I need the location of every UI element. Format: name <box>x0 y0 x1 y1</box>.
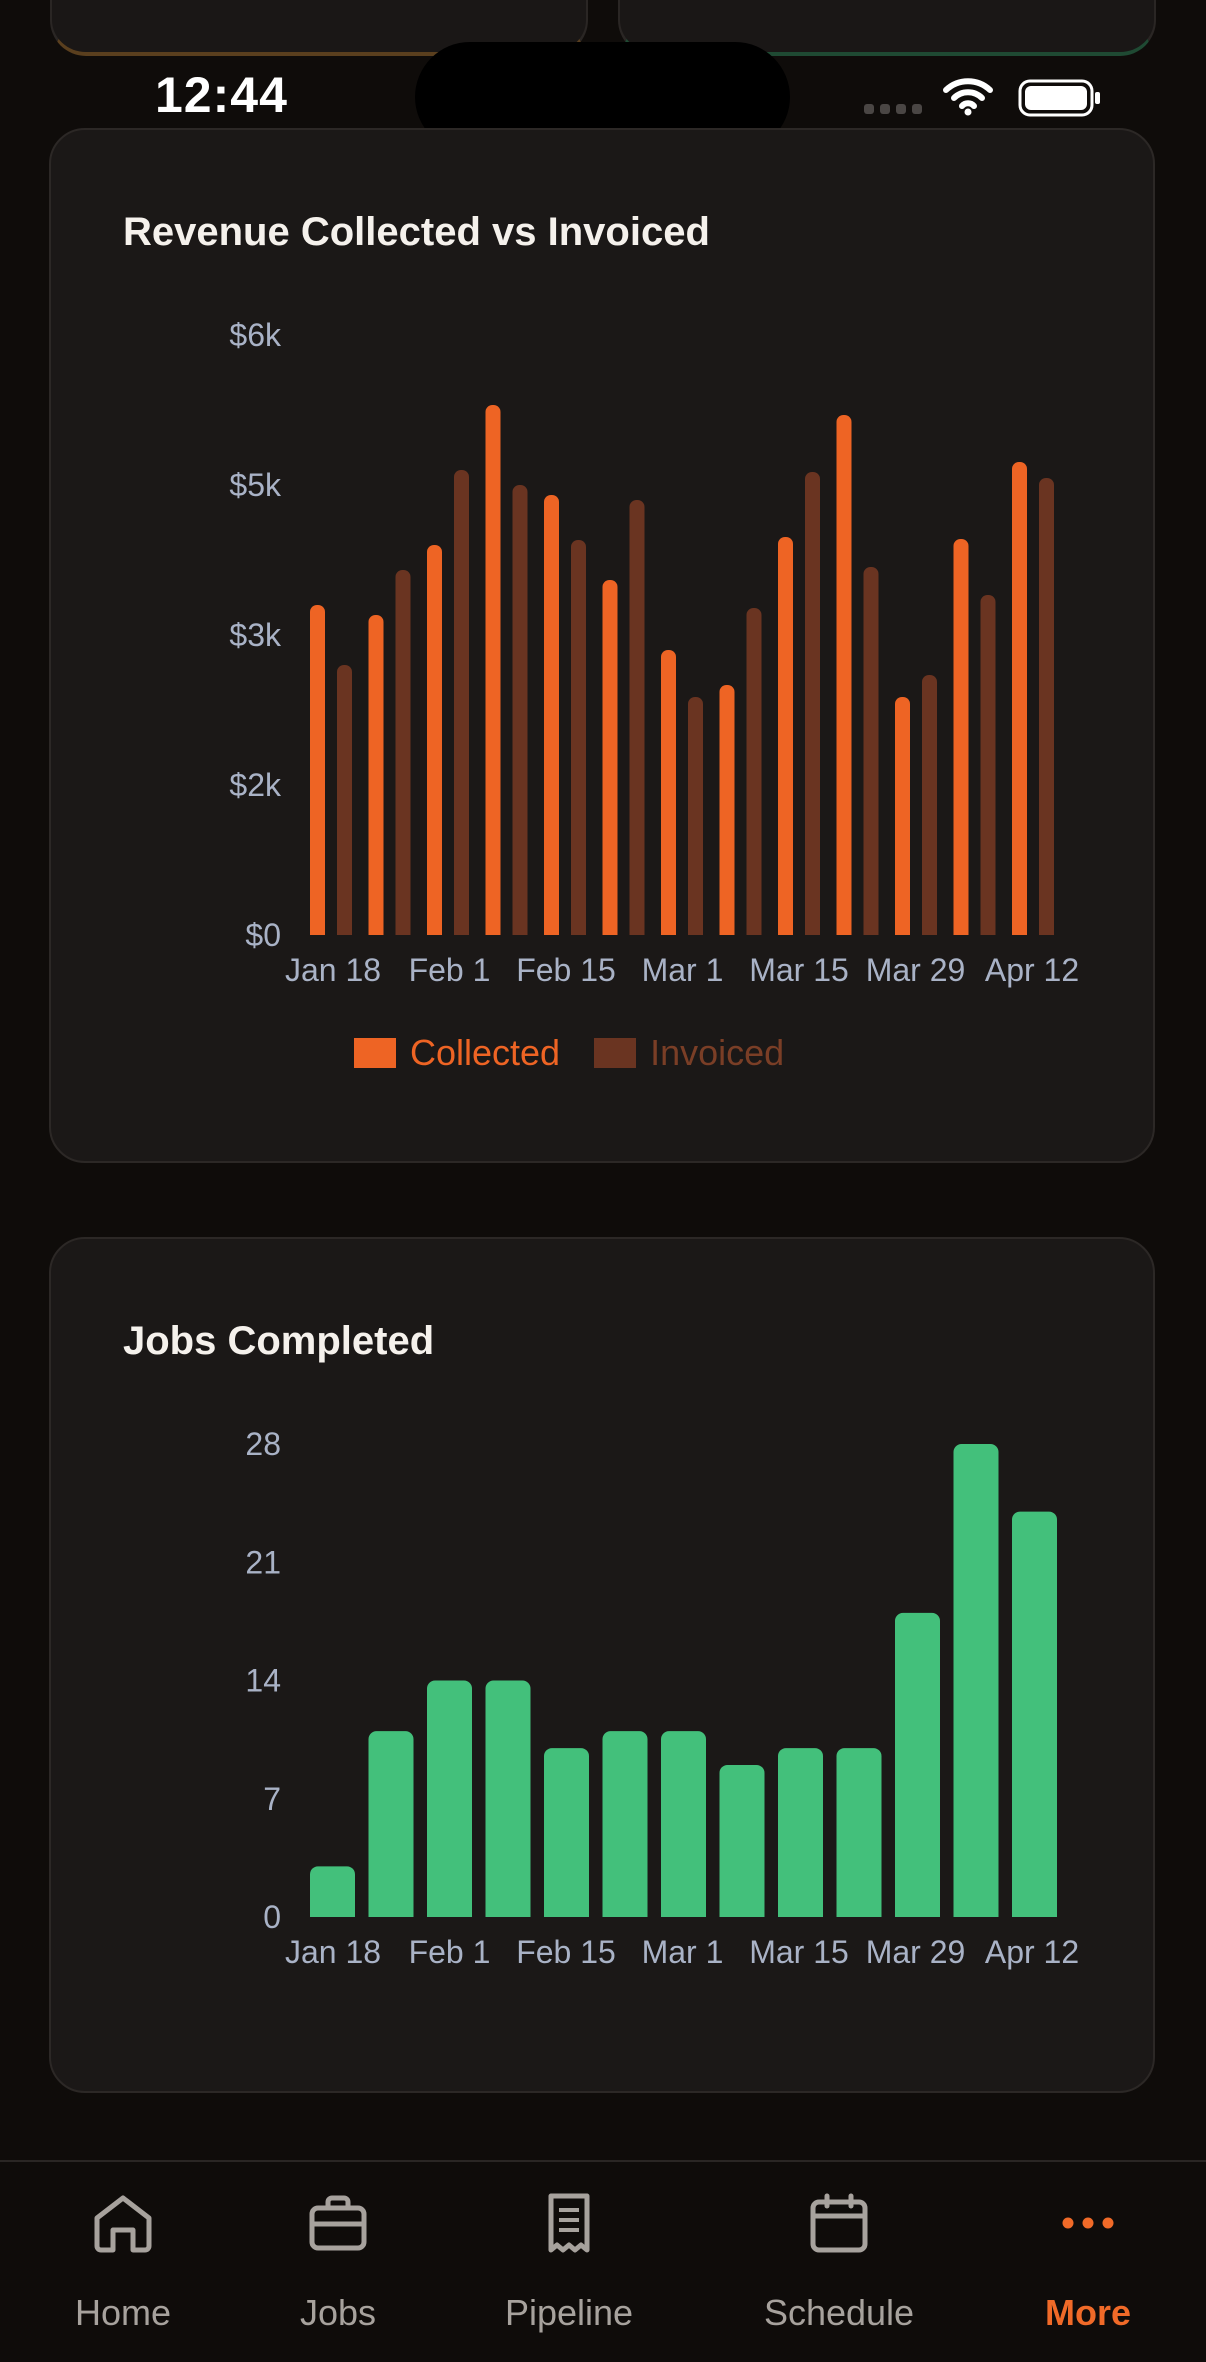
y-tick-label: $3k <box>229 617 282 653</box>
bar-jobs[interactable] <box>836 1748 882 1917</box>
x-tick-label: Jan 18 <box>285 952 381 988</box>
tab-label: Pipeline <box>504 2292 634 2333</box>
revenue-chart: $0 $2k $3k $5k $6k Jan 18 Feb 1 Feb 15 Mar 1 Mar … <box>229 317 1079 988</box>
x-tick-label: Jan 18 <box>285 1934 381 1970</box>
status-bar: 12:44 <box>0 0 1206 152</box>
y-tick-label: $6k <box>229 317 282 353</box>
x-tick-label: Feb 15 <box>516 1934 616 1970</box>
bar-jobs[interactable] <box>485 1680 531 1918</box>
bar-collected[interactable] <box>953 539 969 935</box>
battery-icon <box>1018 79 1100 117</box>
bar-collected[interactable] <box>602 580 618 935</box>
jobs-chart-card: Jobs Completed 0 7 14 21 28 Jan 18 Feb 1 Feb 15… <box>49 1237 1155 2093</box>
bar-jobs[interactable] <box>602 1731 648 1917</box>
revenue-chart-card: Revenue Collected vs Invoiced $0 $2k $3k $5… <box>49 128 1155 1163</box>
cellular-signal-icon <box>864 104 922 114</box>
bar-invoiced[interactable] <box>454 470 469 935</box>
bar-invoiced[interactable] <box>805 472 820 935</box>
jobs-chart: 0 7 14 21 28 Jan 18 Feb 1 Feb 15 Mar 1 Mar 15 Mar … <box>245 1426 1079 1970</box>
tab-label: Jobs <box>299 2292 377 2333</box>
wifi-icon <box>943 78 993 116</box>
y-tick-label: $5k <box>229 467 282 503</box>
bar-collected[interactable] <box>310 605 325 935</box>
y-tick-label: 28 <box>245 1426 281 1462</box>
bar-jobs[interactable] <box>661 1731 706 1917</box>
legend-item-collected[interactable]: Collected <box>354 1032 560 1074</box>
tab-label: More <box>1044 2292 1131 2333</box>
calendar-icon <box>810 2193 868 2253</box>
x-tick-label: Feb 1 <box>409 1934 491 1970</box>
bar-collected[interactable] <box>778 537 793 935</box>
legend-swatch <box>594 1038 637 1068</box>
bar-jobs[interactable] <box>953 1444 999 1917</box>
chart-legend: Collected Invoiced <box>354 1032 818 1074</box>
x-tick-label: Mar 15 <box>749 1934 849 1970</box>
tab-home[interactable]: Home <box>23 2162 223 2362</box>
tab-bar: Home Jobs Pipeline Schedule <box>0 2160 1206 2362</box>
legend-label: Invoiced <box>650 1032 785 1073</box>
x-tick-label: Mar 1 <box>642 952 724 988</box>
legend-item-invoiced[interactable]: Invoiced <box>594 1032 784 1074</box>
x-tick-label: Apr 12 <box>985 1934 1079 1970</box>
bar-jobs[interactable] <box>427 1680 472 1918</box>
bar-jobs[interactable] <box>310 1866 355 1917</box>
x-tick-label: Mar 29 <box>866 952 966 988</box>
receipt-icon <box>548 2193 590 2253</box>
bar-collected[interactable] <box>368 615 384 935</box>
y-tick-label: 14 <box>245 1663 281 1699</box>
bar-collected[interactable] <box>895 697 910 935</box>
tab-more[interactable]: More <box>988 2162 1188 2362</box>
bar-collected[interactable] <box>427 545 442 935</box>
bar-jobs[interactable] <box>1012 1511 1057 1917</box>
legend-swatch <box>354 1038 396 1068</box>
tab-jobs[interactable]: Jobs <box>238 2162 438 2362</box>
bar-jobs[interactable] <box>719 1764 765 1917</box>
bar-collected[interactable] <box>485 405 501 935</box>
bar-invoiced[interactable] <box>337 665 352 935</box>
previous-card-left <box>50 0 588 56</box>
bar-collected[interactable] <box>836 415 852 935</box>
x-tick-label: Apr 12 <box>985 952 1079 988</box>
bar-collected[interactable] <box>661 650 676 935</box>
card-title: Jobs Completed <box>123 1319 435 1363</box>
bar-invoiced[interactable] <box>863 567 879 935</box>
legend-label: Collected <box>410 1032 561 1073</box>
y-tick-label: $2k <box>229 767 282 803</box>
bar-invoiced[interactable] <box>1039 478 1054 935</box>
bar-invoiced[interactable] <box>395 570 411 935</box>
bar-invoiced[interactable] <box>980 595 996 935</box>
briefcase-icon <box>309 2195 367 2251</box>
x-tick-label: Feb 1 <box>409 952 491 988</box>
y-tick-label: 0 <box>263 1899 281 1935</box>
bar-collected[interactable] <box>1012 462 1027 935</box>
more-icon <box>1062 2217 1114 2229</box>
bar-jobs[interactable] <box>895 1612 940 1917</box>
x-tick-label: Mar 29 <box>866 1934 966 1970</box>
x-tick-label: Mar 1 <box>642 1934 724 1970</box>
tab-pipeline[interactable]: Pipeline <box>469 2162 669 2362</box>
bar-invoiced[interactable] <box>571 540 586 935</box>
bar-jobs[interactable] <box>778 1748 823 1917</box>
bar-collected[interactable] <box>544 495 559 935</box>
bar-invoiced[interactable] <box>922 675 937 935</box>
bar-invoiced[interactable] <box>688 697 703 935</box>
card-title: Revenue Collected vs Invoiced <box>123 210 710 254</box>
x-tick-label: Feb 15 <box>516 952 616 988</box>
bar-invoiced[interactable] <box>512 485 528 935</box>
status-time: 12:44 <box>155 67 288 123</box>
tab-label: Home <box>74 2292 172 2333</box>
tab-schedule[interactable]: Schedule <box>739 2162 939 2362</box>
bar-invoiced[interactable] <box>746 608 762 935</box>
bar-jobs[interactable] <box>368 1731 414 1917</box>
y-tick-label: 7 <box>263 1781 281 1817</box>
x-tick-label: Mar 15 <box>749 952 849 988</box>
y-tick-label: 21 <box>245 1544 281 1580</box>
tab-label: Schedule <box>763 2292 915 2333</box>
bar-collected[interactable] <box>719 685 735 935</box>
bar-jobs[interactable] <box>544 1748 589 1917</box>
y-tick-label: $0 <box>245 917 281 953</box>
home-icon <box>94 2195 152 2253</box>
bar-invoiced[interactable] <box>629 500 645 935</box>
